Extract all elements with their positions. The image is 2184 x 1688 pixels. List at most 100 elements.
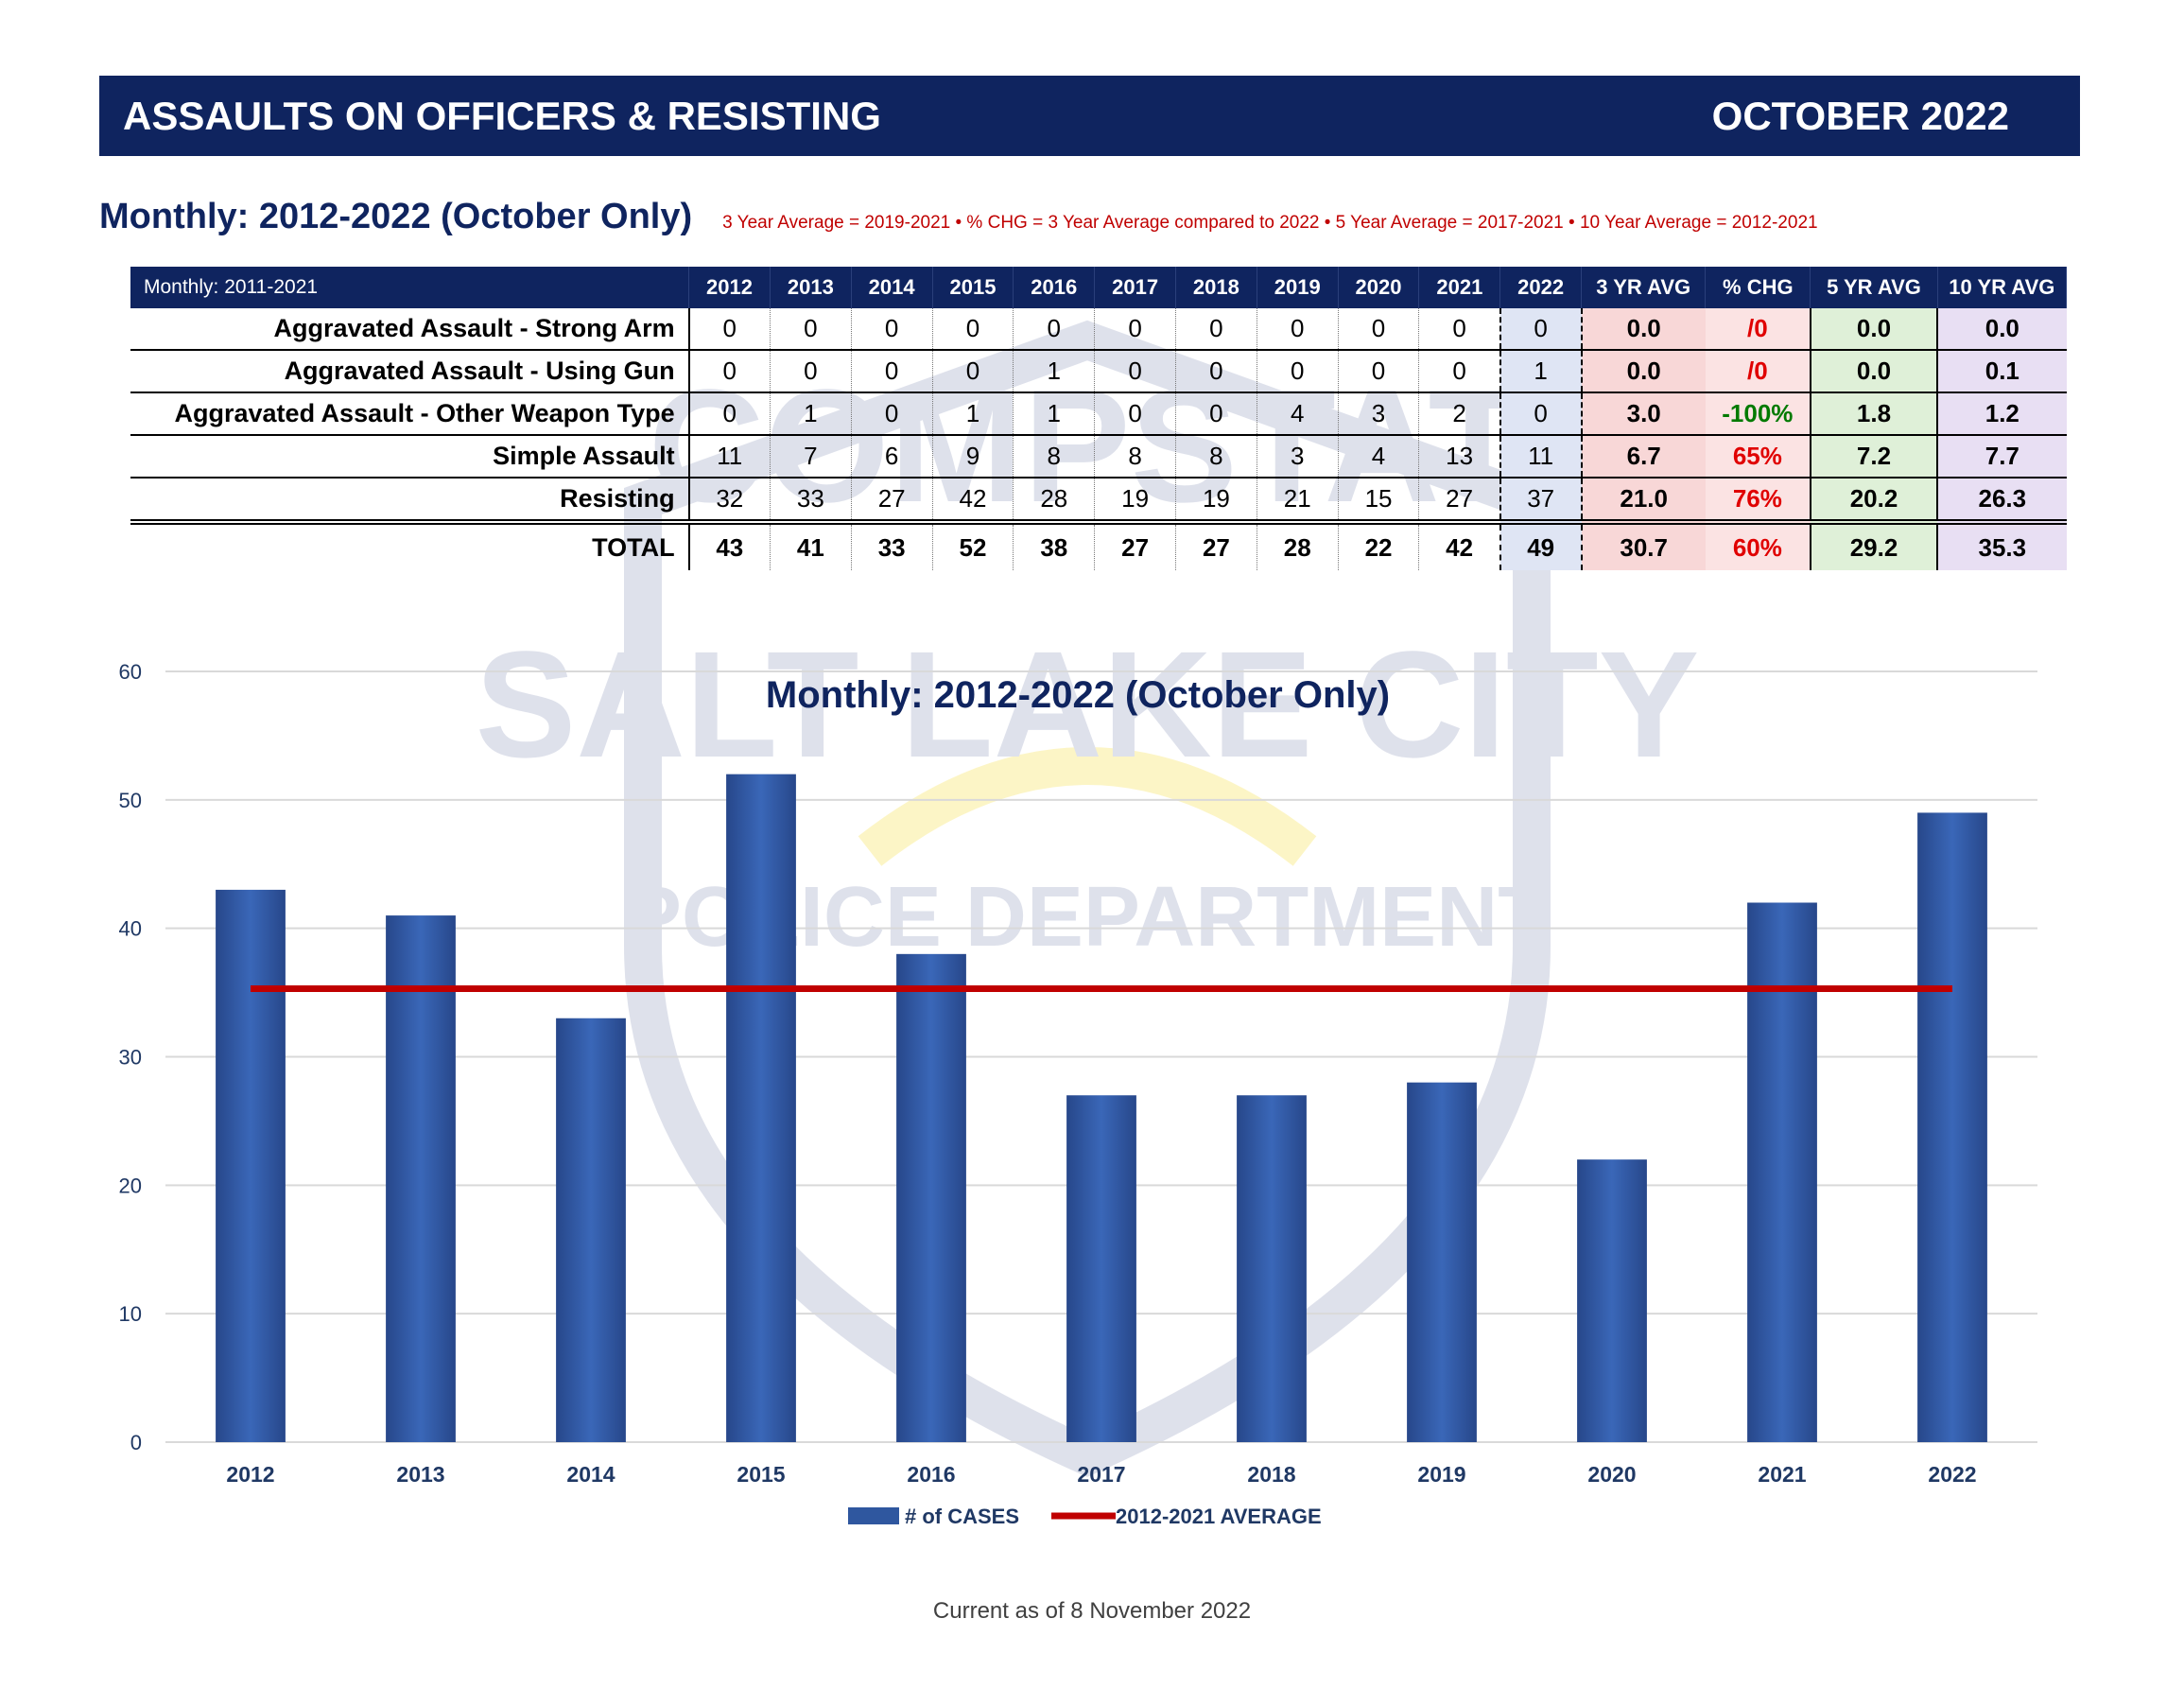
table-row: Resisting 32 33 27 42 28 19 19 21 15 27 37 21.0 76% 20… — [130, 478, 2067, 523]
cell-2014: 0 — [851, 308, 933, 351]
bar-2013 — [386, 915, 456, 1442]
cell-pct-change: -100% — [1705, 392, 1811, 436]
row-label: TOTAL — [130, 519, 690, 570]
bar-2012 — [216, 889, 286, 1442]
cell-3yr-avg: 3.0 — [1581, 392, 1706, 436]
cell-2012: 43 — [688, 519, 771, 570]
cell-2016: 28 — [1013, 478, 1096, 523]
table-row: Aggravated Assault - Other Weapon Type 0 1… — [130, 392, 2067, 436]
cell-2021: 13 — [1418, 435, 1501, 479]
cell-2016: 38 — [1013, 519, 1096, 570]
cell-2013: 33 — [770, 478, 852, 523]
cell-5yr-avg: 0.0 — [1809, 308, 1938, 351]
cell-2016: 1 — [1013, 392, 1096, 436]
cell-3yr-avg: 0.0 — [1581, 308, 1706, 351]
cell-2012: 0 — [688, 392, 771, 436]
row-label: Resisting — [130, 478, 690, 523]
cell-2014: 0 — [851, 392, 933, 436]
bar-2015 — [726, 774, 796, 1442]
cell-2016: 1 — [1013, 350, 1096, 393]
cell-2020: 3 — [1338, 392, 1420, 436]
table-row: Simple Assault 11 7 6 9 8 8 8 3 4 13 11 6.7 65% 7.2 7.7 — [130, 435, 2067, 479]
table-header-row: Monthly: 2011-2021 2012 2013 2014 2015 2016 20… — [130, 267, 2068, 308]
cell-10yr-avg: 0.0 — [1936, 308, 2067, 351]
cell-2015: 42 — [932, 478, 1014, 523]
x-tick-label: 2018 — [1247, 1462, 1295, 1487]
legend-label-cases: # of CASES — [905, 1505, 1019, 1528]
cell-2015: 52 — [932, 519, 1014, 570]
cell-2021: 0 — [1418, 308, 1501, 351]
cell-2022: 11 — [1499, 435, 1583, 479]
footer-note: Current as of 8 November 2022 — [932, 1598, 1252, 1624]
y-tick-label: 40 — [119, 917, 142, 941]
cell-2022: 37 — [1499, 478, 1583, 523]
bar-2018 — [1237, 1095, 1307, 1442]
cell-2012: 0 — [688, 308, 771, 351]
cases-bar-chart: 0 10 20 30 40 50 60 2012 2013 2014 2015 2016 2017 201… — [119, 660, 2037, 1528]
cell-2018: 0 — [1175, 350, 1257, 393]
cell-2017: 0 — [1094, 350, 1176, 393]
cell-5yr-avg: 1.8 — [1809, 392, 1938, 436]
cell-2021: 42 — [1418, 519, 1501, 570]
cell-pct-change: /0 — [1705, 308, 1811, 351]
table-corner-header: Monthly: 2011-2021 — [130, 267, 690, 308]
year-header-2017: 2017 — [1094, 267, 1176, 308]
x-tick-label: 2020 — [1587, 1462, 1636, 1487]
cell-2019: 0 — [1257, 308, 1339, 351]
cell-2017: 19 — [1094, 478, 1176, 523]
cell-2016: 8 — [1013, 435, 1096, 479]
year-header-2021: 2021 — [1418, 267, 1501, 308]
cell-2014: 33 — [851, 519, 933, 570]
cell-2017: 0 — [1094, 392, 1176, 436]
cell-5yr-avg: 29.2 — [1809, 519, 1938, 570]
row-label: Aggravated Assault - Other Weapon Type — [130, 392, 690, 436]
year-header-2012: 2012 — [688, 267, 771, 308]
total-row: TOTAL 43 41 33 52 38 27 27 28 22 42 49 30.7 60% 29.2 35… — [130, 519, 2067, 570]
cell-pct-change: /0 — [1705, 350, 1811, 393]
x-tick-label: 2013 — [396, 1462, 444, 1487]
cell-2014: 0 — [851, 350, 933, 393]
cell-2013: 0 — [770, 308, 852, 351]
cell-2013: 41 — [770, 519, 852, 570]
bar-2014 — [556, 1018, 626, 1442]
cell-2022: 49 — [1499, 519, 1583, 570]
cell-2015: 9 — [932, 435, 1014, 479]
cell-2019: 21 — [1257, 478, 1339, 523]
averages-note: 3 Year Average = 2019-2021 • % CHG = 3 Y… — [722, 213, 1818, 233]
report-period: OCTOBER 2022 — [1711, 93, 2009, 138]
cell-3yr-avg: 6.7 — [1581, 435, 1706, 479]
cell-2022: 1 — [1499, 350, 1583, 393]
row-label: Aggravated Assault - Using Gun — [130, 350, 690, 393]
chart-title: Monthly: 2012-2022 (October Only) — [766, 674, 1390, 716]
x-tick-label: 2017 — [1077, 1462, 1125, 1487]
bar-2019 — [1407, 1082, 1477, 1442]
y-tick-label: 30 — [119, 1046, 142, 1070]
cell-3yr-avg: 0.0 — [1581, 350, 1706, 393]
cell-2020: 0 — [1338, 350, 1420, 393]
year-header-2018: 2018 — [1175, 267, 1257, 308]
bar-2021 — [1747, 902, 1817, 1442]
report-title: ASSAULTS ON OFFICERS & RESISTING — [123, 93, 881, 138]
cell-2015: 1 — [932, 392, 1014, 436]
cell-2013: 1 — [770, 392, 852, 436]
cell-2012: 11 — [688, 435, 771, 479]
cell-2017: 0 — [1094, 308, 1176, 351]
cell-2017: 8 — [1094, 435, 1176, 479]
cell-10yr-avg: 1.2 — [1936, 392, 2067, 436]
year-header-2014: 2014 — [851, 267, 933, 308]
cell-2020: 4 — [1338, 435, 1420, 479]
x-tick-label: 2019 — [1417, 1462, 1465, 1487]
cell-2013: 7 — [770, 435, 852, 479]
cell-5yr-avg: 20.2 — [1809, 478, 1938, 523]
x-tick-label: 2021 — [1758, 1462, 1806, 1487]
cell-2018: 8 — [1175, 435, 1257, 479]
x-tick-label: 2012 — [226, 1462, 274, 1487]
row-label: Simple Assault — [130, 435, 690, 479]
stat-header: 10 YR AVG — [1937, 267, 2068, 308]
cell-2019: 28 — [1257, 519, 1339, 570]
cell-2018: 0 — [1175, 308, 1257, 351]
year-header-2022: 2022 — [1499, 267, 1583, 308]
stat-header: 3 YR AVG — [1581, 267, 1707, 308]
y-tick-label: 60 — [119, 660, 142, 684]
cell-10yr-avg: 7.7 — [1936, 435, 2067, 479]
